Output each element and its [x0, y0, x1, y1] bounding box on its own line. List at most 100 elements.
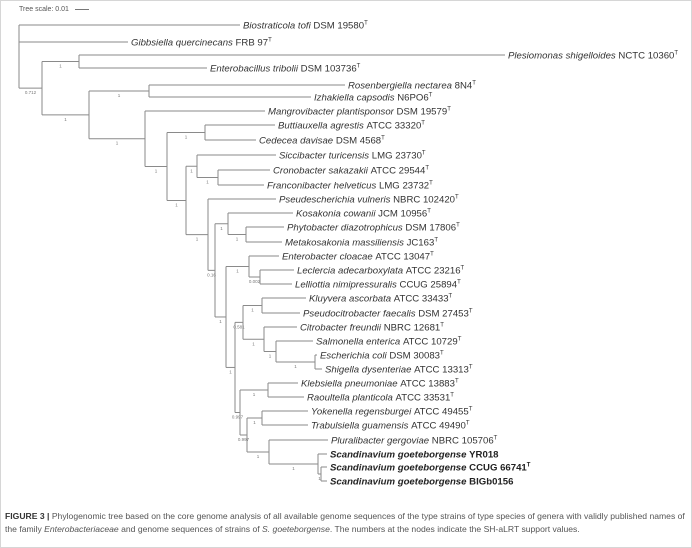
phylogenetic-tree: Biostraticola tofi DSM 19580TGibbsiella … [18, 21, 678, 488]
species-name: Mangrovibacter plantisponsor [268, 107, 397, 118]
species-name: Siccibacter turicensis [279, 151, 372, 162]
support-value: 1 [253, 392, 256, 397]
leaf-label: Cronobacter sakazakii ATCC 29544T [273, 166, 429, 177]
leaf-label: Pseudocitrobacter faecalis DSM 27453T [303, 309, 473, 320]
strain-id: ATCC 49455 [414, 407, 469, 418]
strain-id: ATCC 23216 [406, 266, 461, 277]
support-value: 1 [155, 168, 158, 173]
species-name: Franconibacter helveticus [267, 181, 379, 192]
type-strain-mark: T [440, 323, 444, 329]
support-value: 1 [318, 476, 321, 481]
strain-id: JC163 [407, 238, 435, 249]
leaf-label: Gibbsiella quercinecans FRB 97T [131, 38, 272, 49]
leaf-label: Phytobacter diazotrophicus DSM 17806T [287, 223, 460, 234]
strain-id: BIGb0156 [469, 477, 513, 488]
tree-scale-label: Tree scale: 0.01 [19, 6, 69, 13]
species-name: Trabulsiella guamensis [311, 421, 411, 432]
support-value: 1 [229, 369, 232, 374]
leaf-label: Kosakonia cowanii JCM 10956T [296, 209, 431, 220]
type-strain-mark: T [472, 81, 476, 87]
strain-id: N6PO6 [397, 93, 428, 104]
leaf-label: Buttiauxella agrestis ATCC 33320T [278, 121, 425, 132]
species-name: Rosenbergiella nectarea [348, 81, 455, 92]
leaf-label: Citrobacter freundii NBRC 12681T [300, 323, 444, 334]
strain-id: FRB 97 [236, 38, 269, 49]
strain-id: DSM 27453 [418, 309, 469, 320]
leaf-label: Klebsiella pneumoniae ATCC 13883T [301, 379, 459, 390]
leaf-label: Siccibacter turicensis LMG 23730T [279, 151, 426, 162]
type-strain-mark: T [469, 309, 473, 315]
strain-id: DSM 103736 [301, 64, 357, 75]
species-name: Lelliottia nimipressuralis [295, 280, 400, 291]
strain-id: NBRC 105706 [432, 436, 494, 447]
tree-scale: Tree scale: 0.01 [19, 6, 89, 13]
strain-id: 8N4 [455, 81, 473, 92]
species-name: Scandinavium goeteborgense [330, 477, 469, 488]
leaf-label: Trabulsiella guamensis ATCC 49490T [311, 421, 470, 432]
species-name: Kluyvera ascorbata [309, 294, 394, 305]
species-name: Klebsiella pneumoniae [301, 379, 400, 390]
species-name: Escherichia coli [320, 351, 389, 362]
type-strain-mark: T [429, 181, 433, 187]
type-strain-mark: T [427, 209, 431, 215]
leaf-label: Shigella dysenteriae ATCC 13313T [325, 365, 473, 376]
species-name: Enterobacter cloacae [282, 252, 375, 263]
support-value: 1 [59, 64, 62, 69]
type-strain-mark: T [421, 121, 425, 127]
leaf-label: Cedecea davisae DSM 4568T [259, 136, 385, 147]
figure-label: FIGURE 3 | [5, 511, 50, 521]
strain-id: DSM 19579 [397, 107, 448, 118]
species-name: Phytobacter diazotrophicus [287, 223, 405, 234]
leaf-label: Pseudescherichia vulneris NBRC 102420T [279, 195, 459, 206]
caption-text: and genome sequences of strains of [118, 524, 263, 535]
species-name: Pseudocitrobacter faecalis [303, 309, 418, 320]
strain-id: ATCC 13313 [414, 365, 469, 376]
strain-id: ATCC 13047 [375, 252, 430, 263]
type-strain-mark: T [494, 436, 498, 442]
support-value: 0.997 [238, 437, 250, 442]
strain-id: ATCC 13883 [400, 379, 455, 390]
leaf-label: Plesiomonas shigelloides NCTC 10360T [508, 51, 678, 62]
strain-id: ATCC 33531 [396, 393, 451, 404]
species-name: Leclercia adecarboxylata [297, 266, 406, 277]
strain-id: DSM 19580 [313, 21, 364, 32]
figure-caption: FIGURE 3 | Phylogenomic tree based on th… [5, 510, 687, 536]
type-strain-mark: T [357, 64, 361, 70]
support-value: 1 [175, 202, 178, 207]
leaf-label: Pluralibacter gergoviae NBRC 105706T [331, 436, 498, 447]
leaf-label: Raoultella planticola ATCC 33531T [307, 393, 454, 404]
species-name: Salmonella enterica [316, 337, 403, 348]
type-strain-mark: T [456, 223, 460, 229]
support-value: 1 [206, 180, 209, 185]
support-value: 1 [294, 364, 297, 369]
leaf-label: Leclercia adecarboxylata ATCC 23216T [297, 266, 465, 277]
leaf-label: Rosenbergiella nectarea 8N4T [348, 81, 476, 92]
species-name: Plesiomonas shigelloides [508, 51, 618, 62]
type-strain-mark: T [364, 21, 368, 27]
leaf-label: Scandinavium goeteborgense CCUG 66741T [330, 463, 531, 474]
species-name: Yokenella regensburgei [311, 407, 414, 418]
species-name: Pluralibacter gergoviae [331, 436, 432, 447]
type-strain-mark: T [466, 421, 470, 427]
type-strain-mark: T [461, 266, 465, 272]
species-name: Kosakonia cowanii [296, 209, 378, 220]
type-strain-mark: T [469, 365, 473, 371]
leaf-label: Enterobacillus tribolii DSM 103736T [210, 64, 361, 75]
species-name: Shigella dysenteriae [325, 365, 414, 376]
support-value: 0.16 [207, 272, 216, 277]
leaf-label: Metakosakonia massiliensis JC163T [285, 238, 438, 249]
type-strain-mark: T [422, 151, 426, 157]
type-strain-mark: T [455, 379, 459, 385]
strain-id: NCTC 10360 [618, 51, 674, 62]
strain-id: DSM 4568 [336, 136, 381, 147]
strain-id: CCUG 25894 [400, 280, 458, 291]
strain-id: ATCC 49490 [411, 421, 466, 432]
species-name: Pseudescherichia vulneris [279, 195, 393, 206]
support-value: 1 [185, 135, 188, 140]
support-value: 1 [252, 341, 255, 346]
support-value: 1 [236, 269, 239, 274]
species-name: Metakosakonia massiliensis [285, 238, 407, 249]
leaf-label: Franconibacter helveticus LMG 23732T [267, 181, 433, 192]
strain-id: DSM 17806 [405, 223, 456, 234]
support-value: 1 [236, 237, 239, 242]
